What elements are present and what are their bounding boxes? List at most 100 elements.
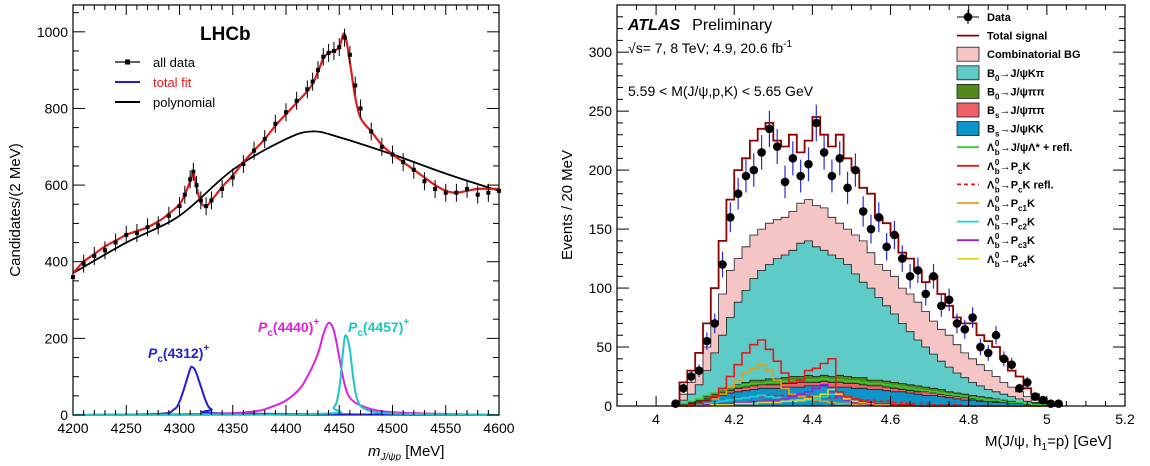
- lhcb-data-marker: [284, 110, 288, 115]
- legend-label-part: B: [987, 86, 995, 98]
- atlas-data-point: [686, 370, 696, 383]
- atlas-data-marker: [726, 212, 735, 222]
- atlas-data-point: [788, 141, 798, 176]
- lhcb-x-tick-label: 4250: [111, 420, 142, 436]
- atlas-data-marker: [1046, 399, 1056, 408]
- lhcb-data-marker: [411, 167, 416, 172]
- legend-label-sub: b: [995, 223, 1000, 232]
- legend-entry-b0-pc4k: Λ0 b→Pc4K: [957, 251, 1035, 269]
- atlas-data-point: [1015, 383, 1024, 393]
- legend-label-rest: →P: [1000, 235, 1018, 247]
- lhcb-data-point: [315, 61, 320, 80]
- atlas-data-marker: [960, 325, 970, 334]
- lhcb-data-point: [475, 185, 480, 204]
- atlas-data-point: [890, 220, 899, 250]
- atlas-data-marker: [858, 207, 868, 216]
- lhcb-data-marker: [369, 129, 374, 134]
- lhcb-data-point: [331, 41, 336, 60]
- lhcb-data-marker: [188, 177, 193, 182]
- atlas-data-point: [874, 202, 884, 233]
- lhcb-data-marker: [177, 204, 182, 209]
- lhcb-experiment-label: LHCb: [200, 24, 251, 45]
- legend-label-part: Λ: [987, 254, 995, 266]
- atlas-data-point: [882, 233, 891, 261]
- legend-label: Bs→J/ψππ: [987, 105, 1045, 120]
- legend-label-part: B: [987, 124, 995, 136]
- atlas-data-marker: [757, 148, 766, 157]
- lhcb-pc4312-curve: [72, 365, 500, 416]
- legend-swatch-box: [956, 84, 980, 99]
- legend-label: B0→J/ψππ: [987, 86, 1045, 101]
- legend-label-sup: 0: [995, 232, 1000, 241]
- lhcb-data-point: [166, 206, 171, 225]
- legend-label-rest: →P: [1000, 161, 1018, 173]
- legend-label-rest: →J/ψKπ: [999, 68, 1044, 80]
- legend-label-part: Λ: [987, 217, 995, 229]
- legend-entry-data: Data: [957, 10, 1012, 24]
- lhcb-data-point: [342, 28, 347, 47]
- legend-label-sub: b: [995, 148, 1000, 157]
- lhcb-data-point: [156, 216, 161, 235]
- legend-label-rest: K: [1027, 254, 1035, 266]
- atlas-data-point: [710, 313, 719, 334]
- atlas-data-point: [749, 153, 759, 187]
- lhcb-data-marker: [443, 190, 448, 195]
- lhcb-pc4440-curve: [72, 321, 500, 416]
- lhcb-data-marker: [102, 248, 107, 253]
- lhcb-data-point: [92, 246, 97, 265]
- atlas-data-point: [905, 263, 915, 289]
- atlas-data-point: [991, 326, 1001, 345]
- legend-label-sub: b: [995, 185, 1000, 194]
- atlas-data-point: [765, 110, 774, 147]
- legend-label-rest: →P: [1000, 217, 1018, 229]
- lhcb-y-tick-label: 0: [60, 407, 68, 423]
- atlas-data-marker: [780, 177, 790, 187]
- lhcb-y-tick-label: 200: [45, 330, 69, 346]
- legend-label-rest: K: [1027, 235, 1035, 247]
- atlas-x-tick-label: 4: [652, 411, 660, 427]
- legend-entry-b0-pc1k: Λ0 b→Pc1K: [957, 195, 1035, 213]
- legend-label-sub: b: [995, 204, 1000, 213]
- legend-entry-b0-j-refl: Λ0 b→J/ψΛ* + refl.: [957, 139, 1072, 157]
- atlas-data-marker: [765, 124, 774, 134]
- atlas-data-marker: [710, 319, 719, 328]
- atlas-data-marker: [835, 154, 845, 163]
- atlas-data-marker: [741, 171, 751, 181]
- lhcb-data-marker: [347, 52, 352, 57]
- lhcb-data-marker: [220, 186, 225, 191]
- lhcb-legend: all data total fit polynomial: [115, 55, 215, 110]
- atlas-data-marker: [1023, 378, 1032, 387]
- legend-label-sup: 0: [995, 251, 1000, 260]
- lhcb-data-marker: [433, 186, 438, 191]
- lhcb-data-marker: [134, 230, 139, 235]
- lhcb-y-tick-label: 800: [45, 100, 69, 116]
- lhcb-data-marker: [252, 148, 257, 153]
- legend-label: Λ0 b→PcK refl.: [987, 176, 1054, 194]
- legend-label: Bs→J/ψKK: [987, 124, 1044, 139]
- legend-label-sub: b: [995, 167, 1000, 176]
- lhcb-y-tick-label: 1000: [37, 24, 68, 40]
- atlas-data-marker: [772, 142, 782, 151]
- atlas-x-axis-label: M(J/ψ, h1=p) [GeV]: [985, 433, 1112, 453]
- atlas-data-marker: [749, 165, 759, 175]
- lhcb-y-tick-label: 400: [45, 254, 69, 270]
- lhcb-data-marker: [390, 152, 395, 157]
- pc4312-label: Pc(4312)+: [148, 343, 209, 365]
- lhcb-data-marker: [337, 45, 342, 50]
- legend-label-total-fit: total fit: [153, 75, 192, 90]
- lhcb-data-marker: [262, 137, 267, 142]
- lhcb-x-tick-label: 4300: [164, 420, 195, 436]
- lhcb-data-marker: [321, 54, 326, 59]
- legend-label-rest: →P: [1000, 179, 1018, 191]
- legend-label-rest: →J/ψππ: [999, 86, 1045, 98]
- legend-label: B0→J/ψKπ: [987, 68, 1045, 83]
- atlas-data-point: [772, 129, 782, 165]
- lhcb-data-point: [145, 218, 150, 237]
- atlas-data-point: [1046, 399, 1056, 408]
- legend-label-polynomial: polynomial: [153, 95, 215, 110]
- legend-label: Total signal: [987, 31, 1047, 43]
- lhcb-data-marker: [422, 179, 427, 184]
- legend-entry-total-signal: Total signal: [957, 31, 1047, 43]
- lhcb-x-tick-label: 4450: [324, 420, 355, 436]
